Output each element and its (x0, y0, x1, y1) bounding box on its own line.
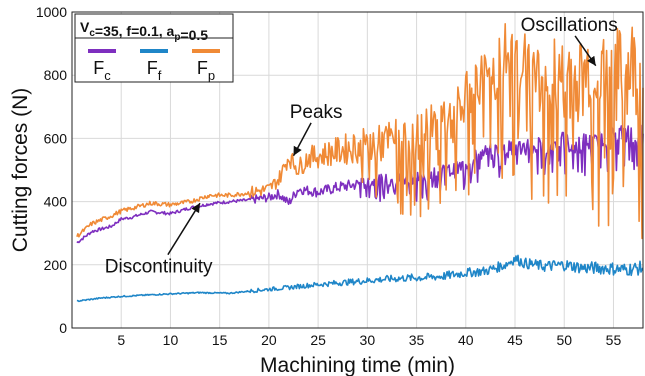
x-tick-label: 15 (212, 332, 228, 348)
annotation-label: Discontinuity (105, 257, 213, 278)
y-tick-label: 200 (44, 257, 68, 273)
legend-box (74, 13, 234, 83)
x-tick-label: 35 (409, 332, 425, 348)
y-tick-label: 600 (44, 130, 68, 146)
x-tick-label: 55 (606, 332, 622, 348)
y-tick-label: 0 (59, 320, 67, 336)
series-layer (76, 22, 644, 303)
y-axis-title: Cutting forces (N) (9, 88, 32, 253)
series-line-Fp (76, 22, 644, 240)
annotation-label: Oscillations (521, 15, 618, 36)
y-tick-label: 800 (44, 67, 68, 83)
annotation-arrow (292, 122, 312, 157)
x-axis-title: Machining time (min) (260, 354, 455, 376)
legend-label: Fc (93, 58, 111, 83)
legend-label: Ff (147, 58, 162, 83)
series-line-Ff (76, 254, 644, 303)
plot-frame (71, 11, 644, 329)
x-tick-label: 5 (117, 332, 125, 348)
annotation-arrow (574, 35, 597, 67)
legend-label: Fp (197, 58, 215, 83)
x-tick-label: 10 (163, 332, 179, 348)
y-tick-label: 400 (44, 194, 68, 210)
y-tick-label: 1000 (36, 4, 67, 20)
x-tick-label: 20 (261, 332, 277, 348)
x-tick-label: 30 (360, 332, 376, 348)
annotation-layer: Oscillations Peaks Discontinuity (105, 15, 618, 278)
annotation-label: Peaks (290, 102, 343, 123)
annotation-arrow (167, 202, 201, 256)
x-tick-label: 40 (458, 332, 474, 348)
x-tick-label: 50 (556, 332, 572, 348)
axis-layer: 5 10 15 20 25 30 35 40 45 50 55 0 200 400 600 800 1000 (36, 4, 644, 348)
x-tick-label: 45 (507, 332, 523, 348)
x-tick-label: 25 (310, 332, 326, 348)
